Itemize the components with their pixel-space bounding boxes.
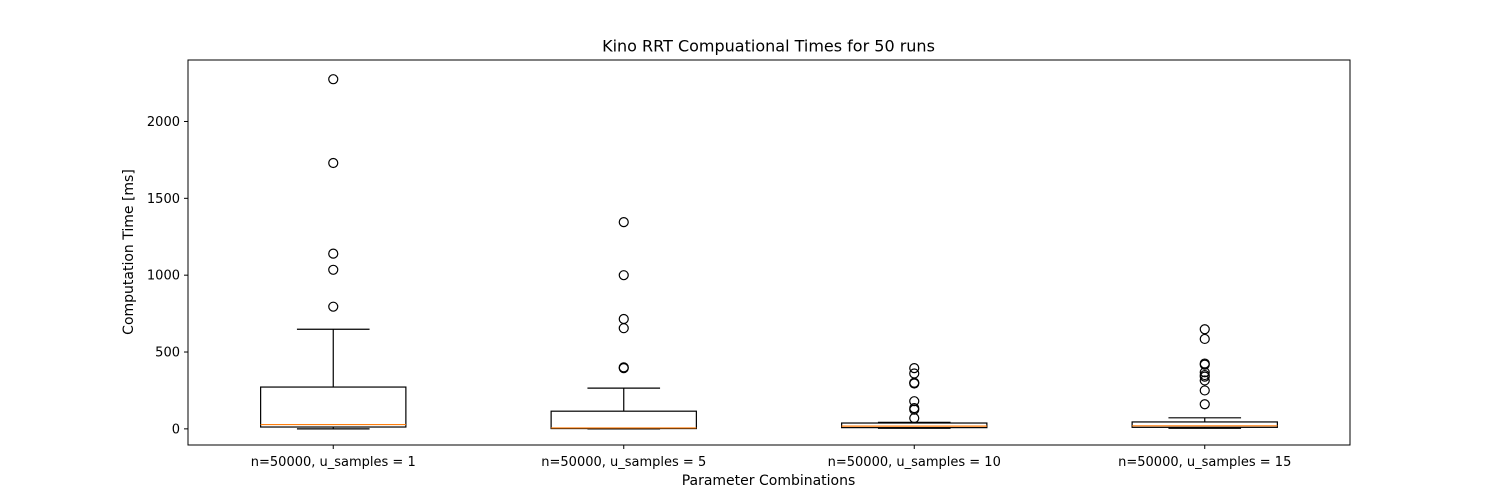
- y-tick-label: 1000: [147, 269, 180, 284]
- y-axis-label: Computation Time [ms]: [121, 169, 137, 335]
- outlier-point: [909, 413, 920, 424]
- outlier-point: [1199, 367, 1210, 378]
- outlier-point: [328, 157, 339, 169]
- box-iqr: [1131, 421, 1278, 428]
- outlier-point: [618, 270, 629, 281]
- outlier-point: [909, 363, 920, 374]
- outlier-point: [1199, 375, 1210, 386]
- outlier-point: [1199, 399, 1210, 410]
- x-tick-label: n=50000, u_samples = 10: [828, 455, 1001, 470]
- outlier-point: [909, 368, 920, 379]
- outlier-point: [1199, 359, 1210, 370]
- outlier-point: [618, 363, 629, 374]
- y-tick-label: 1500: [147, 192, 180, 207]
- box-iqr: [550, 410, 697, 430]
- outlier-point: [328, 74, 339, 85]
- x-tick-label: n=50000, u_samples = 15: [1118, 455, 1291, 470]
- y-tick-label: 500: [155, 346, 180, 361]
- x-tick-label: n=50000, u_samples = 5: [541, 455, 706, 470]
- outlier-point: [1199, 324, 1210, 335]
- axes-frame: [187, 59, 1351, 446]
- outlier-point: [1199, 333, 1210, 345]
- plot-area: 0 500 1000 1500 2000 n=50000, u_samples = 1 n=…: [147, 74, 1291, 470]
- outlier-point: [618, 217, 629, 228]
- box-iqr: [841, 422, 988, 429]
- outlier-point: [328, 301, 339, 312]
- outlier-point: [1199, 371, 1210, 382]
- box-iqr: [260, 386, 407, 428]
- x-axis-label: Parameter Combinations: [682, 473, 856, 489]
- chart-title: Kino RRT Compuational Times for 50 runs: [602, 37, 935, 56]
- outlier-point: [328, 264, 339, 275]
- y-tick-label: 2000: [147, 115, 180, 130]
- outlier-point: [1199, 385, 1210, 396]
- outlier-point: [618, 313, 629, 325]
- x-tick-label: n=50000, u_samples = 1: [251, 455, 416, 470]
- y-tick-label: 0: [172, 422, 180, 437]
- outlier-point: [909, 378, 920, 389]
- outlier-point: [328, 248, 339, 259]
- outlier-point: [618, 323, 629, 334]
